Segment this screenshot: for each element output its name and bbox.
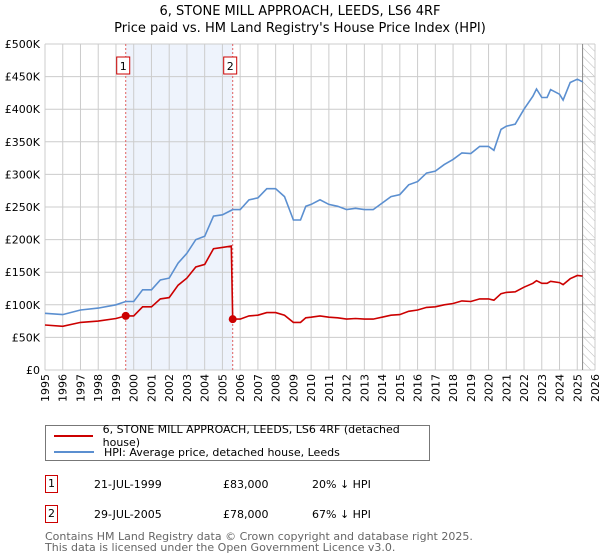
sale-point: [121, 311, 130, 320]
hpi-line: [44, 78, 583, 316]
y-tick-label: £200K: [5, 234, 41, 247]
x-tick-label: 1999: [110, 374, 123, 402]
x-tick-label: 2020: [483, 374, 496, 402]
x-tick-label: 2021: [500, 374, 513, 402]
legend-label: HPI: Average price, detached house, Leed…: [104, 445, 340, 459]
x-tick-label: 2016: [412, 374, 425, 402]
x-tick-label: 2009: [287, 374, 300, 402]
x-tick-label: 2024: [554, 374, 567, 402]
x-tick-label: 2023: [536, 374, 549, 402]
chart-subtitle: Price paid vs. HM Land Registry's House …: [114, 21, 486, 36]
sale-date: 29-JUL-2005: [94, 508, 162, 521]
x-tick-label: 2019: [465, 374, 478, 402]
x-tick-label: 2011: [323, 374, 336, 402]
x-tick-label: 2012: [341, 374, 354, 402]
y-tick-label: £0: [26, 364, 40, 377]
x-tick-label: 2026: [589, 374, 600, 402]
y-tick-label: £250K: [5, 201, 41, 214]
y-tick-label: £500K: [5, 38, 41, 51]
sale-price: £83,000: [223, 478, 269, 491]
x-tick-label: 2003: [181, 374, 194, 402]
legend-swatch-blue: [54, 451, 94, 453]
sale-flag-box: [223, 56, 238, 75]
price-chart: 1995 1996 1997 1998 1999 2000 2001 2002 2003 2004…: [5, 38, 600, 402]
sale-row: 1 21-JUL-1999 £83,000 20% ↓ HPI: [45, 475, 445, 495]
x-tick-label: 2000: [128, 374, 141, 402]
legend-swatch-red: [54, 435, 93, 437]
x-tick-label: 2022: [518, 374, 531, 402]
sale-row: 2 29-JUL-2005 £78,000 67% ↓ HPI: [45, 505, 445, 525]
x-tick-label: 2005: [216, 374, 229, 402]
sale-price: £78,000: [223, 508, 269, 521]
sale-flag-label: 1: [120, 60, 127, 73]
x-tick-label: 1998: [92, 374, 105, 402]
legend-label: 6, STONE MILL APPROACH, LEEDS, LS6 4RF (…: [102, 423, 400, 449]
y-tick-label: £150K: [5, 266, 41, 279]
x-tick-label: 2014: [376, 374, 389, 402]
x-tick-label: 2025: [571, 374, 584, 402]
y-tick-label: £300K: [5, 168, 41, 181]
x-tick-label: 2006: [234, 374, 247, 402]
x-tick-label: 2013: [358, 374, 371, 402]
footer-copyright: Contains HM Land Registry data © Crown c…: [45, 530, 473, 543]
x-tick-label: 2017: [429, 374, 442, 402]
sale-date: 21-JUL-1999: [94, 478, 162, 491]
x-tick-label: 1995: [39, 374, 52, 402]
sale-badge: 1: [45, 475, 58, 493]
sale-hpi-diff: 20% ↓ HPI: [312, 478, 371, 491]
footer-licence: This data is licensed under the Open Gov…: [45, 541, 396, 554]
x-tick-label: 1996: [57, 374, 70, 402]
x-tick-label: 2008: [270, 374, 283, 402]
x-tick-label: 2018: [447, 374, 460, 402]
property-line: [44, 245, 583, 328]
x-tick-label: 1997: [74, 374, 87, 402]
y-tick-label: £450K: [5, 71, 41, 84]
x-tick-label: 2015: [394, 374, 407, 402]
x-tick-label: 2004: [199, 374, 212, 402]
chart-title: 6, STONE MILL APPROACH, LEEDS, LS6 4RF: [159, 4, 441, 19]
sale-badge: 2: [45, 505, 58, 523]
x-tick-label: 2001: [145, 374, 158, 402]
legend-item-hpi: HPI: Average price, detached house, Leed…: [54, 444, 340, 460]
sale-hpi-diff: 67% ↓ HPI: [312, 508, 371, 521]
x-tick-label: 2002: [163, 374, 176, 402]
y-tick-label: £350K: [5, 136, 41, 149]
legend-item-property: 6, STONE MILL APPROACH, LEEDS, LS6 4RF (…: [54, 423, 429, 449]
y-tick-label: £100K: [5, 299, 41, 312]
sale-flag-label: 2: [227, 60, 234, 73]
y-tick-label: £50K: [12, 331, 41, 344]
legend: 6, STONE MILL APPROACH, LEEDS, LS6 4RF (…: [45, 423, 430, 461]
sale-point: [228, 315, 237, 324]
x-tick-label: 2010: [305, 374, 318, 402]
x-tick-label: 2007: [252, 374, 265, 402]
y-tick-label: £400K: [5, 103, 41, 116]
sale-flag-box: [116, 56, 131, 75]
